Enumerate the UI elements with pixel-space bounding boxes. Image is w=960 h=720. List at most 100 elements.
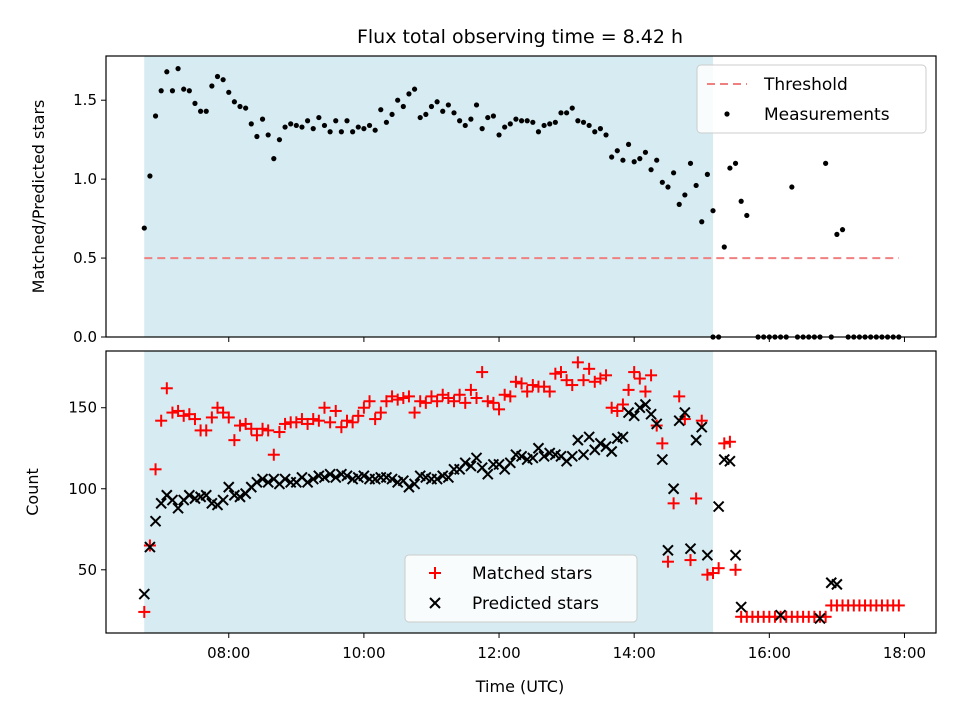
legend-threshold-label: Threshold <box>763 75 848 95</box>
matched-star-point <box>600 369 613 382</box>
measurement-point <box>631 159 637 165</box>
measurement-point <box>535 129 542 135</box>
measurement-point <box>366 122 373 129</box>
measurement-point <box>507 121 513 127</box>
measurement-point <box>732 160 739 166</box>
predicted-star-point <box>482 468 494 480</box>
measurement-point <box>451 110 457 116</box>
measurement-point <box>304 118 311 124</box>
x-tick-label: 14:00 <box>613 644 656 662</box>
measurement-point <box>547 121 553 127</box>
measurement-point <box>625 141 632 148</box>
measurement-point <box>541 122 547 129</box>
matched-star-point <box>504 390 517 403</box>
predicted-star-point <box>279 473 291 485</box>
matched-star-point <box>408 406 421 419</box>
matched-star-point <box>391 393 404 406</box>
measurement-point <box>839 227 846 233</box>
bottom-y-tick-label: 100 <box>68 480 97 498</box>
measurement-point <box>687 160 694 166</box>
measurement-point <box>169 88 176 94</box>
predicted-star-point <box>662 544 674 557</box>
matched-star-point <box>228 434 241 447</box>
matched-star-point <box>335 421 348 434</box>
matched-star-point <box>521 385 534 398</box>
matched-star-point <box>684 554 697 567</box>
measurement-point <box>203 108 209 114</box>
matched-star-point <box>341 414 354 427</box>
matched-star-point <box>729 563 742 576</box>
measurement-point <box>462 122 468 129</box>
predicted-star-point <box>622 406 635 419</box>
matched-star-point <box>160 382 173 395</box>
measurement-point <box>428 103 435 110</box>
top-y-tick-label: 1.5 <box>73 91 97 109</box>
measurement-point <box>614 148 620 154</box>
matched-star-point <box>464 383 477 396</box>
matched-star-point <box>267 448 280 461</box>
measurement-point <box>158 88 164 94</box>
matched-star-point <box>718 437 731 450</box>
measurement-point <box>710 208 716 214</box>
predicted-star-point <box>262 476 274 488</box>
measurement-point <box>693 182 699 189</box>
matched-star-point <box>402 390 415 403</box>
x-axis-label: Time (UTC) <box>475 677 564 696</box>
measurement-point <box>327 129 333 135</box>
matched-star-point <box>250 429 263 442</box>
predicted-star-point <box>465 460 477 472</box>
matched-star-point <box>166 406 179 419</box>
predicted-star-point <box>330 471 342 484</box>
measurement-point <box>552 119 558 125</box>
predicted-star-point <box>403 481 415 493</box>
measurement-point <box>457 118 463 124</box>
matched-star-point <box>431 395 444 408</box>
predicted-star-point <box>814 612 826 625</box>
predicted-star-point <box>724 455 736 467</box>
matched-star-point <box>459 396 472 409</box>
matched-star-point <box>155 414 168 427</box>
matched-star-point <box>200 424 213 437</box>
measurement-point <box>226 89 232 95</box>
measurement-point <box>620 157 626 163</box>
matched-star-point <box>352 409 365 422</box>
top-panel: 0.0 0.5 1.0 1.5 Matched/Predicted stars Thr… <box>29 55 937 346</box>
predicted-star-point <box>577 449 590 461</box>
measurement-point <box>699 219 705 225</box>
predicted-star-point <box>690 434 702 446</box>
x-tick-label: 08:00 <box>207 644 250 662</box>
predicted-star-point <box>634 402 646 414</box>
matched-star-point <box>279 417 292 430</box>
measurement-point <box>288 121 294 127</box>
matched-star-point <box>554 366 567 379</box>
measurement-point <box>670 170 677 176</box>
matched-star-point <box>414 395 427 408</box>
measurement-point <box>406 91 412 97</box>
measurement-point <box>220 77 226 83</box>
predicted-star-point <box>583 431 595 443</box>
matched-star-point <box>566 379 579 392</box>
matched-star-point <box>549 367 562 380</box>
matched-star-point <box>256 422 269 435</box>
predicted-star-point <box>138 588 150 600</box>
top-legend: Threshold Measurements <box>696 64 927 134</box>
measurement-point <box>637 156 643 162</box>
matched-star-point <box>515 377 528 390</box>
measurement-point <box>721 244 727 250</box>
matched-star-point <box>312 414 325 427</box>
matched-star-point <box>419 396 432 409</box>
matched-star-point <box>487 396 500 409</box>
predicted-star-point <box>774 609 787 621</box>
predicted-star-point <box>684 543 697 555</box>
measurement-point <box>704 171 710 177</box>
measurement-point <box>676 201 682 207</box>
predicted-star-point <box>515 450 528 463</box>
matched-star-point <box>149 463 162 476</box>
matched-star-point <box>526 379 539 392</box>
predicted-star-point <box>301 476 314 488</box>
measurement-point <box>293 122 299 129</box>
x-tick-label: 10:00 <box>342 644 385 662</box>
matched-star-point <box>498 388 511 401</box>
measurement-point <box>333 118 339 124</box>
measurement-point <box>164 69 170 75</box>
